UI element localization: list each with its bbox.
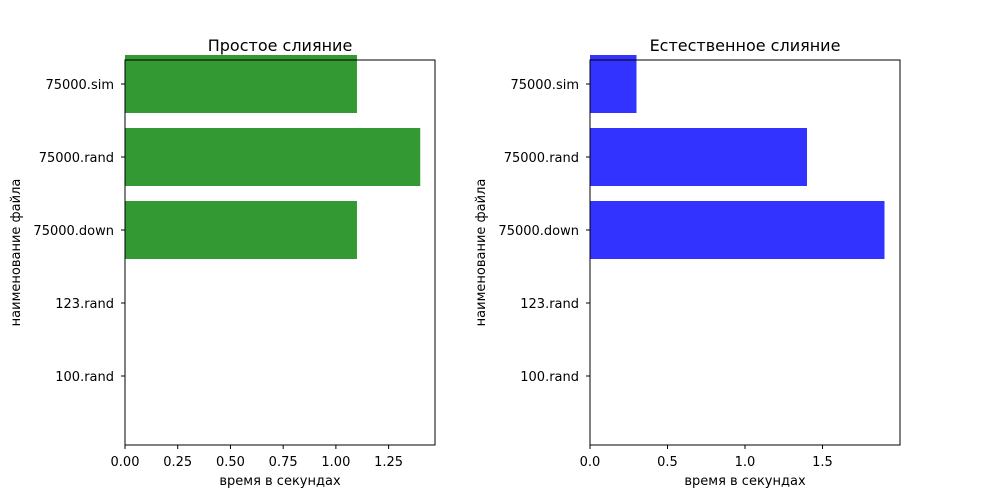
x-tick-label: 0.25 [163,455,192,470]
y-tick-label: 75000.down [498,224,579,239]
plot-frame [124,59,436,446]
x-tick-label: 0.75 [269,455,298,470]
x-tick-label: 0.00 [111,455,140,470]
bar-75000.sim [590,55,637,113]
x-tick-label: 1.00 [321,455,350,470]
y-tick-label: 75000.down [33,224,114,239]
chart-title: Простое слияние [208,36,353,55]
y-tick-label: 75000.rand [39,151,114,166]
y-tick-label: 75000.rand [504,151,579,166]
bar-75000.sim [125,55,357,113]
y-tick-label: 123.rand [520,297,579,312]
y-tick-label: 75000.sim [510,78,579,93]
x-tick-label: 1.0 [735,455,756,470]
chart-simple-merge: Простое слияние время в секундах наимено… [9,36,436,489]
y-axis-label: наименование файла [474,179,489,327]
y-tick-label: 100.rand [520,370,579,385]
bar-75000.down [125,201,357,259]
y-tick-label: 100.rand [55,370,114,385]
x-tick-label: 1.5 [812,455,833,470]
x-axis-label: время в секундах [219,474,341,489]
x-tick-label: 0.50 [216,455,245,470]
x-tick-label: 1.25 [374,455,403,470]
bar-75000.rand [590,128,807,186]
bar-75000.down [590,201,885,259]
chart-title: Естественное слияние [650,36,841,55]
x-tick-label: 0.5 [657,455,678,470]
chart-natural-merge: Естественное слияние время в секундах на… [474,36,901,489]
x-axis-label: время в секундах [684,474,806,489]
x-tick-label: 0.0 [580,455,601,470]
y-axis-label: наименование файла [9,179,24,327]
y-tick-label: 75000.sim [45,78,114,93]
bar-75000.rand [125,128,421,186]
y-tick-label: 123.rand [55,297,114,312]
